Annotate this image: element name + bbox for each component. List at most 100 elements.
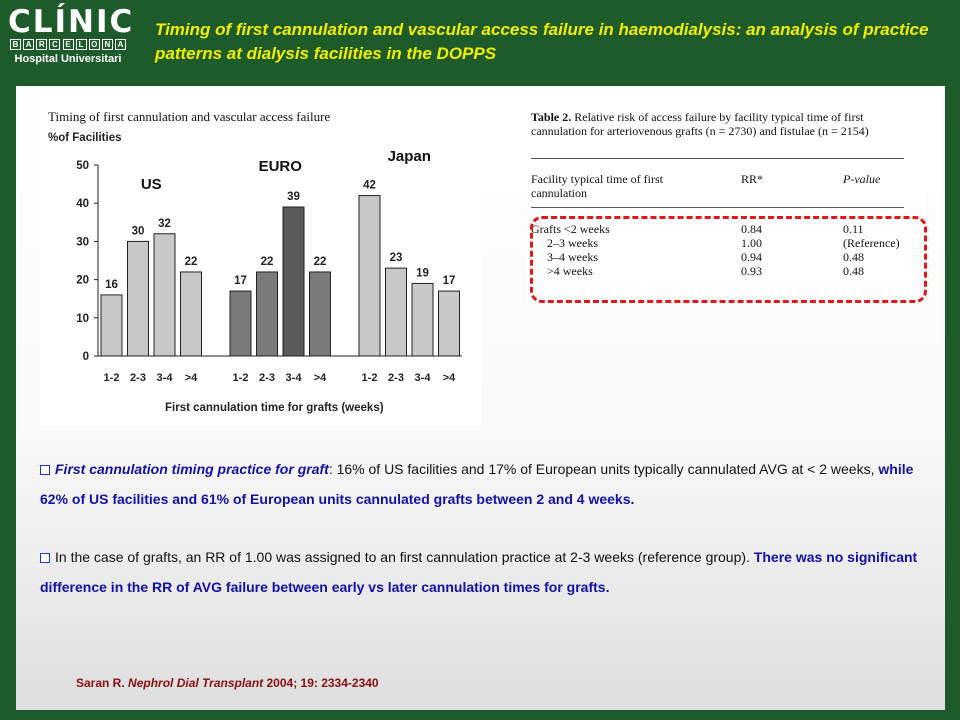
x-tick-label: 3-4: [286, 372, 303, 384]
y-tick-label: 10: [76, 313, 89, 325]
x-tick-label: 1-2: [362, 372, 378, 384]
bar-japan-1: [385, 267, 407, 357]
x-tick-label: 3-4: [415, 372, 432, 384]
para2-emphasis: There was no significant difference in t…: [40, 549, 918, 595]
y-tick-label: 50: [76, 160, 89, 172]
x-tick-label: >4: [314, 372, 327, 384]
table-cell-pvalue: (Reference): [843, 236, 900, 250]
bar-us-2: [153, 233, 176, 357]
data-label: 22: [185, 256, 198, 268]
bar-chart: Timing of first cannulation and vascular…: [48, 109, 462, 414]
data-label: 32: [158, 218, 171, 230]
table-cell-rr: 0.94: [741, 250, 762, 264]
logo-letter: A: [23, 39, 35, 50]
table-cell-time: >4 weeks: [547, 264, 593, 278]
y-tick-label: 40: [76, 198, 89, 210]
checkbox-bullet-icon: [40, 553, 50, 563]
y-tick-label: 0: [83, 351, 89, 363]
bar-chart-panel: Timing of first cannulation and vascular…: [40, 104, 481, 425]
slide-title: Timing of first cannulation and vascular…: [155, 20, 929, 63]
logo-letter: C: [49, 39, 61, 50]
data-label: 23: [390, 252, 403, 264]
data-label: 17: [234, 275, 247, 287]
data-label: 22: [261, 256, 274, 268]
para1-lead: First cannulation timing practice for gr…: [55, 461, 329, 477]
citation-author: Saran R.: [76, 676, 129, 690]
bar-euro-3: [309, 271, 331, 357]
table-header-facility: Facility typical time of first cannulati…: [531, 172, 663, 200]
y-tick-label: 30: [76, 236, 89, 248]
x-axis-label: First cannulation time for grafts (weeks…: [165, 402, 384, 414]
logo-letter: E: [62, 39, 74, 50]
table-rule: [531, 207, 904, 208]
citation-details: 2004; 19: 2334-2340: [263, 676, 379, 690]
citation: Saran R. Nephrol Dial Transplant 2004; 1…: [76, 676, 379, 690]
x-tick-label: 1-2: [104, 372, 120, 384]
rr-table: Table 2. Relative risk of access failure…: [527, 104, 925, 303]
data-label: 22: [314, 256, 327, 268]
table-caption: Table 2. Relative risk of access failure…: [531, 110, 906, 138]
table-cell-time: 3–4 weeks: [547, 250, 598, 264]
bar-japan-2: [411, 282, 434, 357]
x-tick-label: 2-3: [259, 372, 275, 384]
x-tick-label: >4: [443, 372, 456, 384]
data-label: 30: [132, 225, 145, 237]
para1-text: : 16% of US facilities and 17% of Europe…: [328, 461, 879, 477]
bar-us-1: [127, 240, 149, 357]
data-label: 42: [363, 180, 376, 192]
table-cell-rr: 0.84: [741, 222, 762, 236]
table-cell-pvalue: 0.11: [843, 222, 864, 236]
bar-euro-0: [229, 290, 252, 357]
logo-letter: N: [101, 39, 113, 50]
table-header-rr: RR*: [741, 172, 764, 186]
table-caption-label: Table 2.: [531, 110, 572, 124]
data-label: 16: [105, 279, 118, 291]
bar-euro-2: [282, 206, 305, 357]
logo-letter: L: [75, 39, 87, 50]
paragraph-graft-timing: First cannulation timing practice for gr…: [40, 454, 920, 514]
bar-japan-3: [438, 290, 460, 357]
y-axis-label: %of Facilities: [48, 132, 122, 144]
bar-euro-1: [256, 271, 278, 357]
group-label-us: US: [141, 176, 162, 193]
x-tick-label: 2-3: [388, 372, 404, 384]
x-tick-label: >4: [185, 372, 198, 384]
table-cell-pvalue: 0.48: [843, 264, 864, 278]
bar-us-0: [100, 294, 123, 357]
logo-wordmark: CLÍNIC: [8, 4, 135, 40]
para2-text: In the case of grafts, an RR of 1.00 was…: [55, 549, 754, 565]
data-label: 19: [416, 267, 429, 279]
table-caption-text: Relative risk of access failure by facil…: [531, 110, 869, 138]
paragraph-relative-risk: In the case of grafts, an RR of 1.00 was…: [40, 542, 920, 602]
checkbox-bullet-icon: [40, 465, 50, 475]
table-cell-rr: 1.00: [741, 236, 762, 250]
logo-letter: O: [88, 39, 100, 50]
chart-title: Timing of first cannulation and vascular…: [48, 109, 330, 124]
bar-us-3: [180, 271, 202, 357]
citation-journal: Nephrol Dial Transplant: [128, 676, 264, 690]
table-cell-time: 2–3 weeks: [547, 236, 598, 250]
data-label: 39: [287, 191, 300, 203]
x-tick-label: 3-4: [157, 372, 174, 384]
table-header-pvalue: P-value: [843, 172, 881, 186]
slide-content: Timing of first cannulation and vascular…: [16, 86, 945, 710]
logo-letter: R: [36, 39, 48, 50]
data-label: 17: [443, 275, 456, 287]
x-tick-label: 2-3: [130, 372, 146, 384]
table-rule: [531, 158, 904, 159]
table-cell-rr: 0.93: [741, 264, 762, 278]
logo-letter: A: [115, 39, 126, 50]
logo-subtitle: Hospital Universitari: [14, 53, 122, 65]
para1-emphasis: while 62% of US facilities and 61% of Eu…: [40, 461, 914, 507]
x-tick-label: 1-2: [233, 372, 249, 384]
table-cell-pvalue: 0.48: [843, 250, 864, 264]
highlight-box: [530, 216, 927, 303]
table-cell-time: Grafts <2 weeks: [531, 222, 610, 236]
bar-japan-0: [358, 195, 381, 357]
group-label-japan: Japan: [388, 148, 431, 165]
logo-letter: B: [10, 39, 21, 50]
group-label-euro: EURO: [259, 158, 303, 175]
y-tick-label: 20: [76, 275, 89, 287]
